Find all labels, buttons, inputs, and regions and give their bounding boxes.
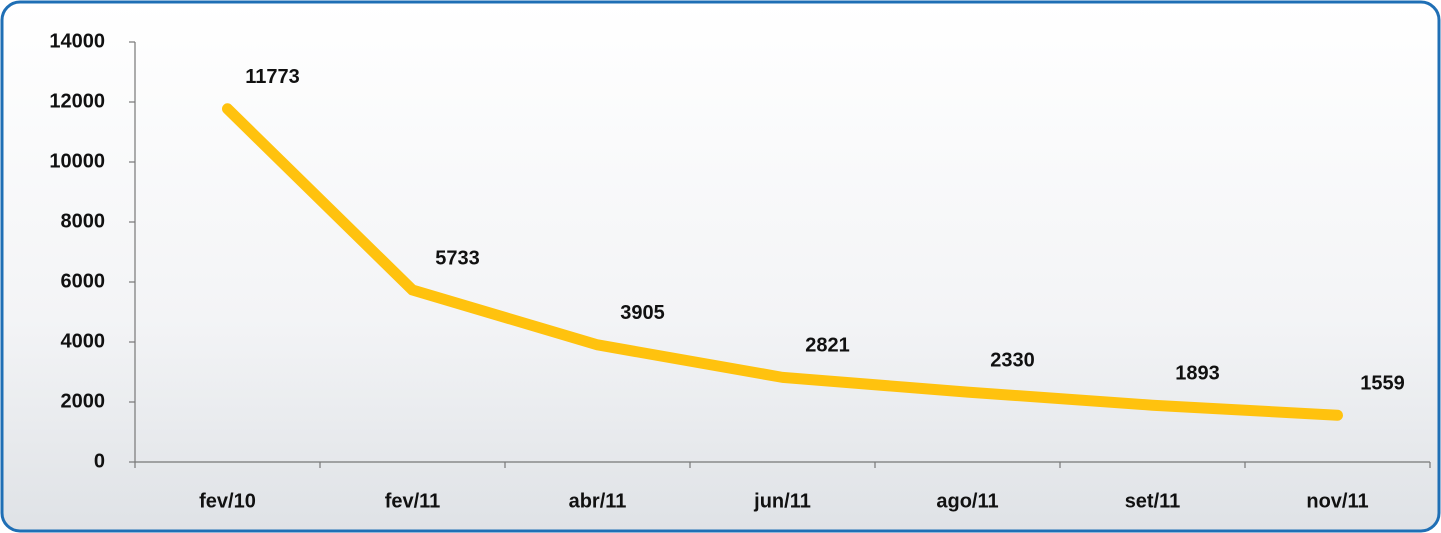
x-tick-label: fev/10 [199, 490, 256, 512]
y-tick-label: 2000 [61, 390, 106, 412]
y-tick-label: 6000 [61, 270, 106, 292]
data-label: 2821 [805, 335, 850, 357]
y-tick-label: 12000 [49, 90, 105, 112]
data-label: 1559 [1360, 373, 1405, 395]
data-label: 2330 [990, 349, 1035, 371]
data-label: 3905 [620, 302, 665, 324]
y-tick-label: 0 [94, 450, 105, 472]
y-tick-label: 14000 [49, 30, 105, 52]
x-tick-label: nov/11 [1306, 490, 1368, 512]
x-tick-label: ago/11 [936, 490, 998, 512]
x-tick-label: set/11 [1125, 490, 1181, 512]
y-tick-label: 8000 [61, 210, 106, 232]
data-label: 11773 [245, 66, 300, 88]
frame [2, 2, 1439, 531]
x-tick-label: fev/11 [385, 490, 441, 512]
data-label: 5733 [435, 247, 480, 269]
page: {"chart_data": {"type": "line", "categor… [0, 0, 1441, 533]
x-tick-label: abr/11 [569, 490, 627, 512]
data-label: 1893 [1175, 362, 1220, 384]
y-tick-label: 10000 [49, 150, 105, 172]
y-tick-label: 4000 [61, 330, 106, 352]
chart: 0 2000 4000 6000 8000 10000 12000 14000 fev/10 fe… [0, 0, 1441, 533]
x-tick-label: jun/11 [753, 490, 811, 512]
